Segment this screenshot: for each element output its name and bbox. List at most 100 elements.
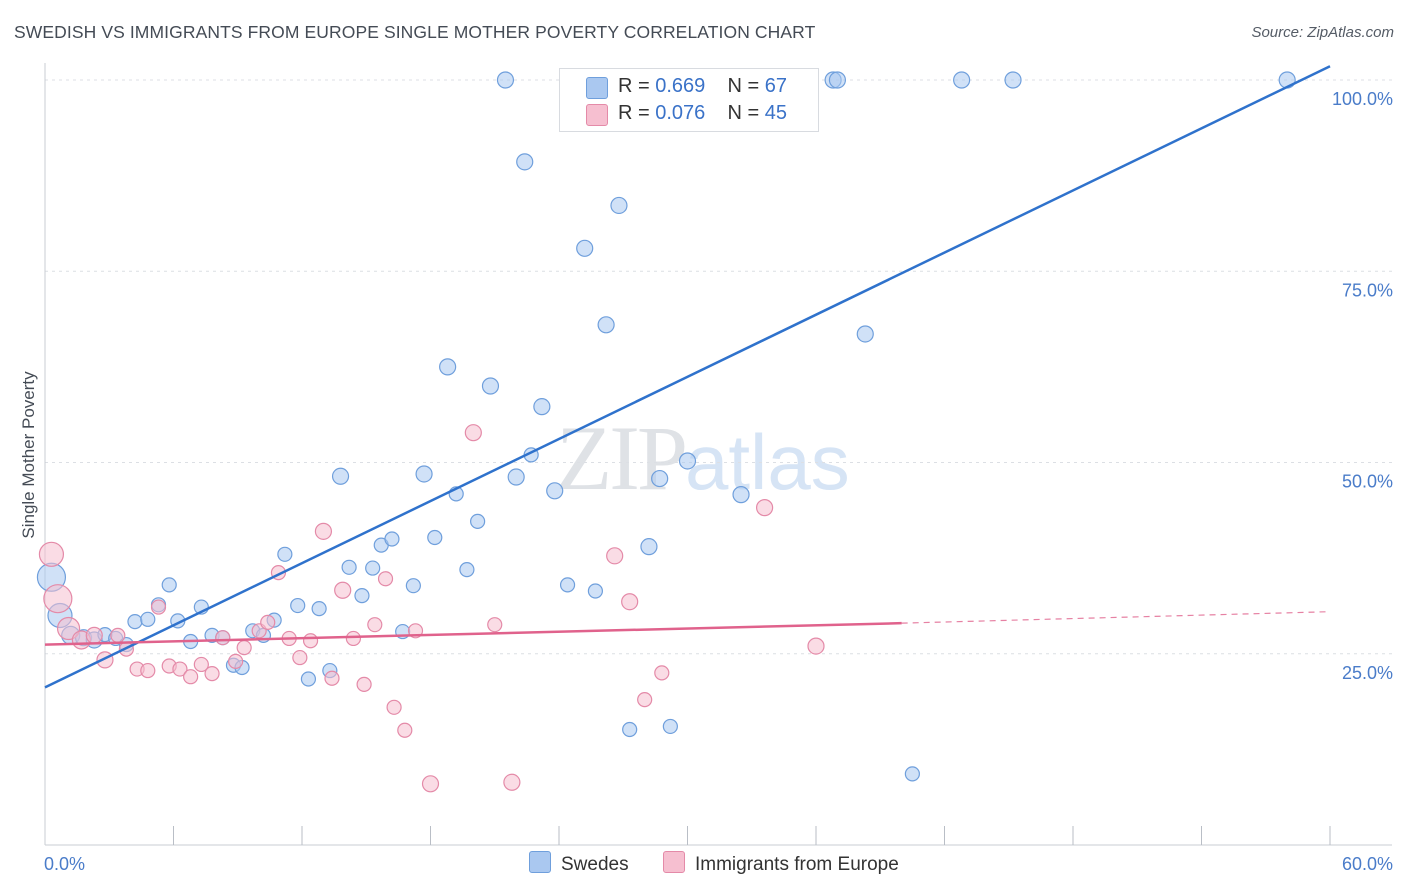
legend-r-value: 0.669 <box>655 75 706 97</box>
legend-n-label: N = <box>727 75 765 97</box>
trend-line-immigrants <box>44 621 902 646</box>
data-point-swedes <box>481 377 500 395</box>
data-point-immigrants <box>324 670 340 686</box>
data-point-swedes <box>533 398 551 416</box>
data-point-swedes <box>587 583 604 599</box>
legend-r-label: R = <box>618 102 656 124</box>
legend-r-value: 0.076 <box>655 102 706 124</box>
watermark-zip: ZIP <box>556 407 688 509</box>
data-point-swedes <box>1004 71 1022 89</box>
grid-layer <box>45 79 1392 655</box>
data-point-swedes <box>341 559 357 575</box>
data-point-immigrants <box>487 617 503 633</box>
y-tick-label: 25.0% <box>1342 663 1393 683</box>
bottom-legend-swatch-immigrants <box>663 851 685 873</box>
data-point-swedes <box>127 614 143 630</box>
data-point-swedes <box>354 588 370 604</box>
data-point-immigrants <box>172 661 188 677</box>
x-tick-label: 0.0% <box>44 854 85 874</box>
data-point-swedes <box>640 538 658 556</box>
data-point-swedes <box>662 718 678 735</box>
data-point-immigrants <box>38 541 65 567</box>
data-point-swedes <box>597 316 615 334</box>
stats-legend: R = 0.669 N = 67 R = 0.076 N = 45 <box>559 68 819 132</box>
bottom-legend-label-swedes: Swedes <box>561 854 629 875</box>
data-point-swedes <box>576 239 594 257</box>
legend-r-label: R = <box>618 75 656 97</box>
data-point-swedes <box>415 465 433 483</box>
points-layer <box>36 71 1296 793</box>
data-point-swedes <box>277 546 293 562</box>
data-point-swedes <box>651 469 669 488</box>
data-point-immigrants <box>807 637 825 655</box>
data-point-swedes <box>507 468 525 486</box>
data-point-swedes <box>496 71 515 89</box>
data-point-swedes <box>405 578 421 594</box>
x-tick-label: 60.0% <box>1342 854 1393 874</box>
data-point-immigrants <box>377 571 394 587</box>
data-point-swedes <box>904 766 920 782</box>
data-point-swedes <box>559 577 576 593</box>
legend-swatch-immigrants <box>586 104 608 126</box>
y-tick-label: 50.0% <box>1342 472 1393 492</box>
data-point-immigrants <box>260 614 276 630</box>
data-point-swedes <box>828 71 847 89</box>
data-point-immigrants <box>140 662 156 679</box>
data-point-immigrants <box>637 692 653 708</box>
data-point-swedes <box>732 486 750 504</box>
bottom-legend-swatch-swedes <box>529 851 551 873</box>
data-point-immigrants <box>183 669 199 685</box>
data-point-immigrants <box>356 676 372 692</box>
trend-layer <box>44 65 1331 689</box>
data-point-immigrants <box>314 522 333 540</box>
data-point-swedes <box>161 577 177 593</box>
data-point-immigrants <box>386 699 402 715</box>
data-point-immigrants <box>606 547 624 565</box>
legend-n-value: 67 <box>764 75 788 97</box>
data-point-swedes <box>384 531 400 547</box>
data-point-immigrants <box>345 630 361 647</box>
data-point-immigrants <box>654 665 670 681</box>
data-point-swedes <box>516 153 534 171</box>
data-point-immigrants <box>43 584 73 614</box>
data-point-immigrants <box>193 656 209 673</box>
data-point-immigrants <box>755 499 774 517</box>
bottom-legend-immigrants: Immigrants from Europe <box>663 851 899 876</box>
data-point-swedes <box>678 452 697 470</box>
trend-line-swedes <box>44 65 1331 689</box>
data-point-swedes <box>546 482 564 500</box>
data-point-swedes <box>439 358 457 376</box>
data-point-swedes <box>427 529 443 546</box>
data-point-immigrants <box>215 630 231 646</box>
data-point-swedes <box>140 611 156 627</box>
data-point-immigrants <box>334 581 352 599</box>
legend-n-value: 45 <box>764 102 788 124</box>
legend-n-label: N = <box>727 102 765 124</box>
data-point-immigrants <box>85 626 103 644</box>
data-point-immigrants <box>292 649 308 666</box>
label-layer: 25.0% 50.0% 75.0% 100.0% 0.0% 60.0% Single Mot… <box>19 89 1393 874</box>
data-point-immigrants <box>464 424 482 442</box>
y-axis-label: Single Mother Poverty <box>19 371 38 539</box>
chart-title: SWEDISH VS IMMIGRANTS FROM EUROPE SINGLE… <box>14 22 816 42</box>
data-point-swedes <box>331 467 350 485</box>
data-point-immigrants <box>302 633 319 649</box>
data-point-immigrants <box>228 653 244 670</box>
bottom-legend-label-immigrants: Immigrants from Europe <box>695 854 899 875</box>
data-point-swedes <box>365 560 381 576</box>
y-tick-label: 100.0% <box>1332 89 1393 109</box>
data-point-swedes <box>622 721 638 738</box>
bottom-legend-swedes: Swedes <box>529 851 629 876</box>
chart-source: Source: ZipAtlas.com <box>1251 24 1394 41</box>
data-point-immigrants <box>150 599 167 615</box>
data-point-swedes <box>300 671 317 687</box>
data-point-immigrants <box>503 773 521 791</box>
trend-line-dashed-immigrants <box>901 611 1331 624</box>
data-point-swedes <box>470 513 486 530</box>
data-point-swedes <box>953 71 971 89</box>
data-point-immigrants <box>421 775 440 793</box>
legend-swatch-swedes <box>586 77 608 99</box>
data-point-swedes <box>610 196 628 215</box>
data-point-swedes <box>856 325 874 343</box>
